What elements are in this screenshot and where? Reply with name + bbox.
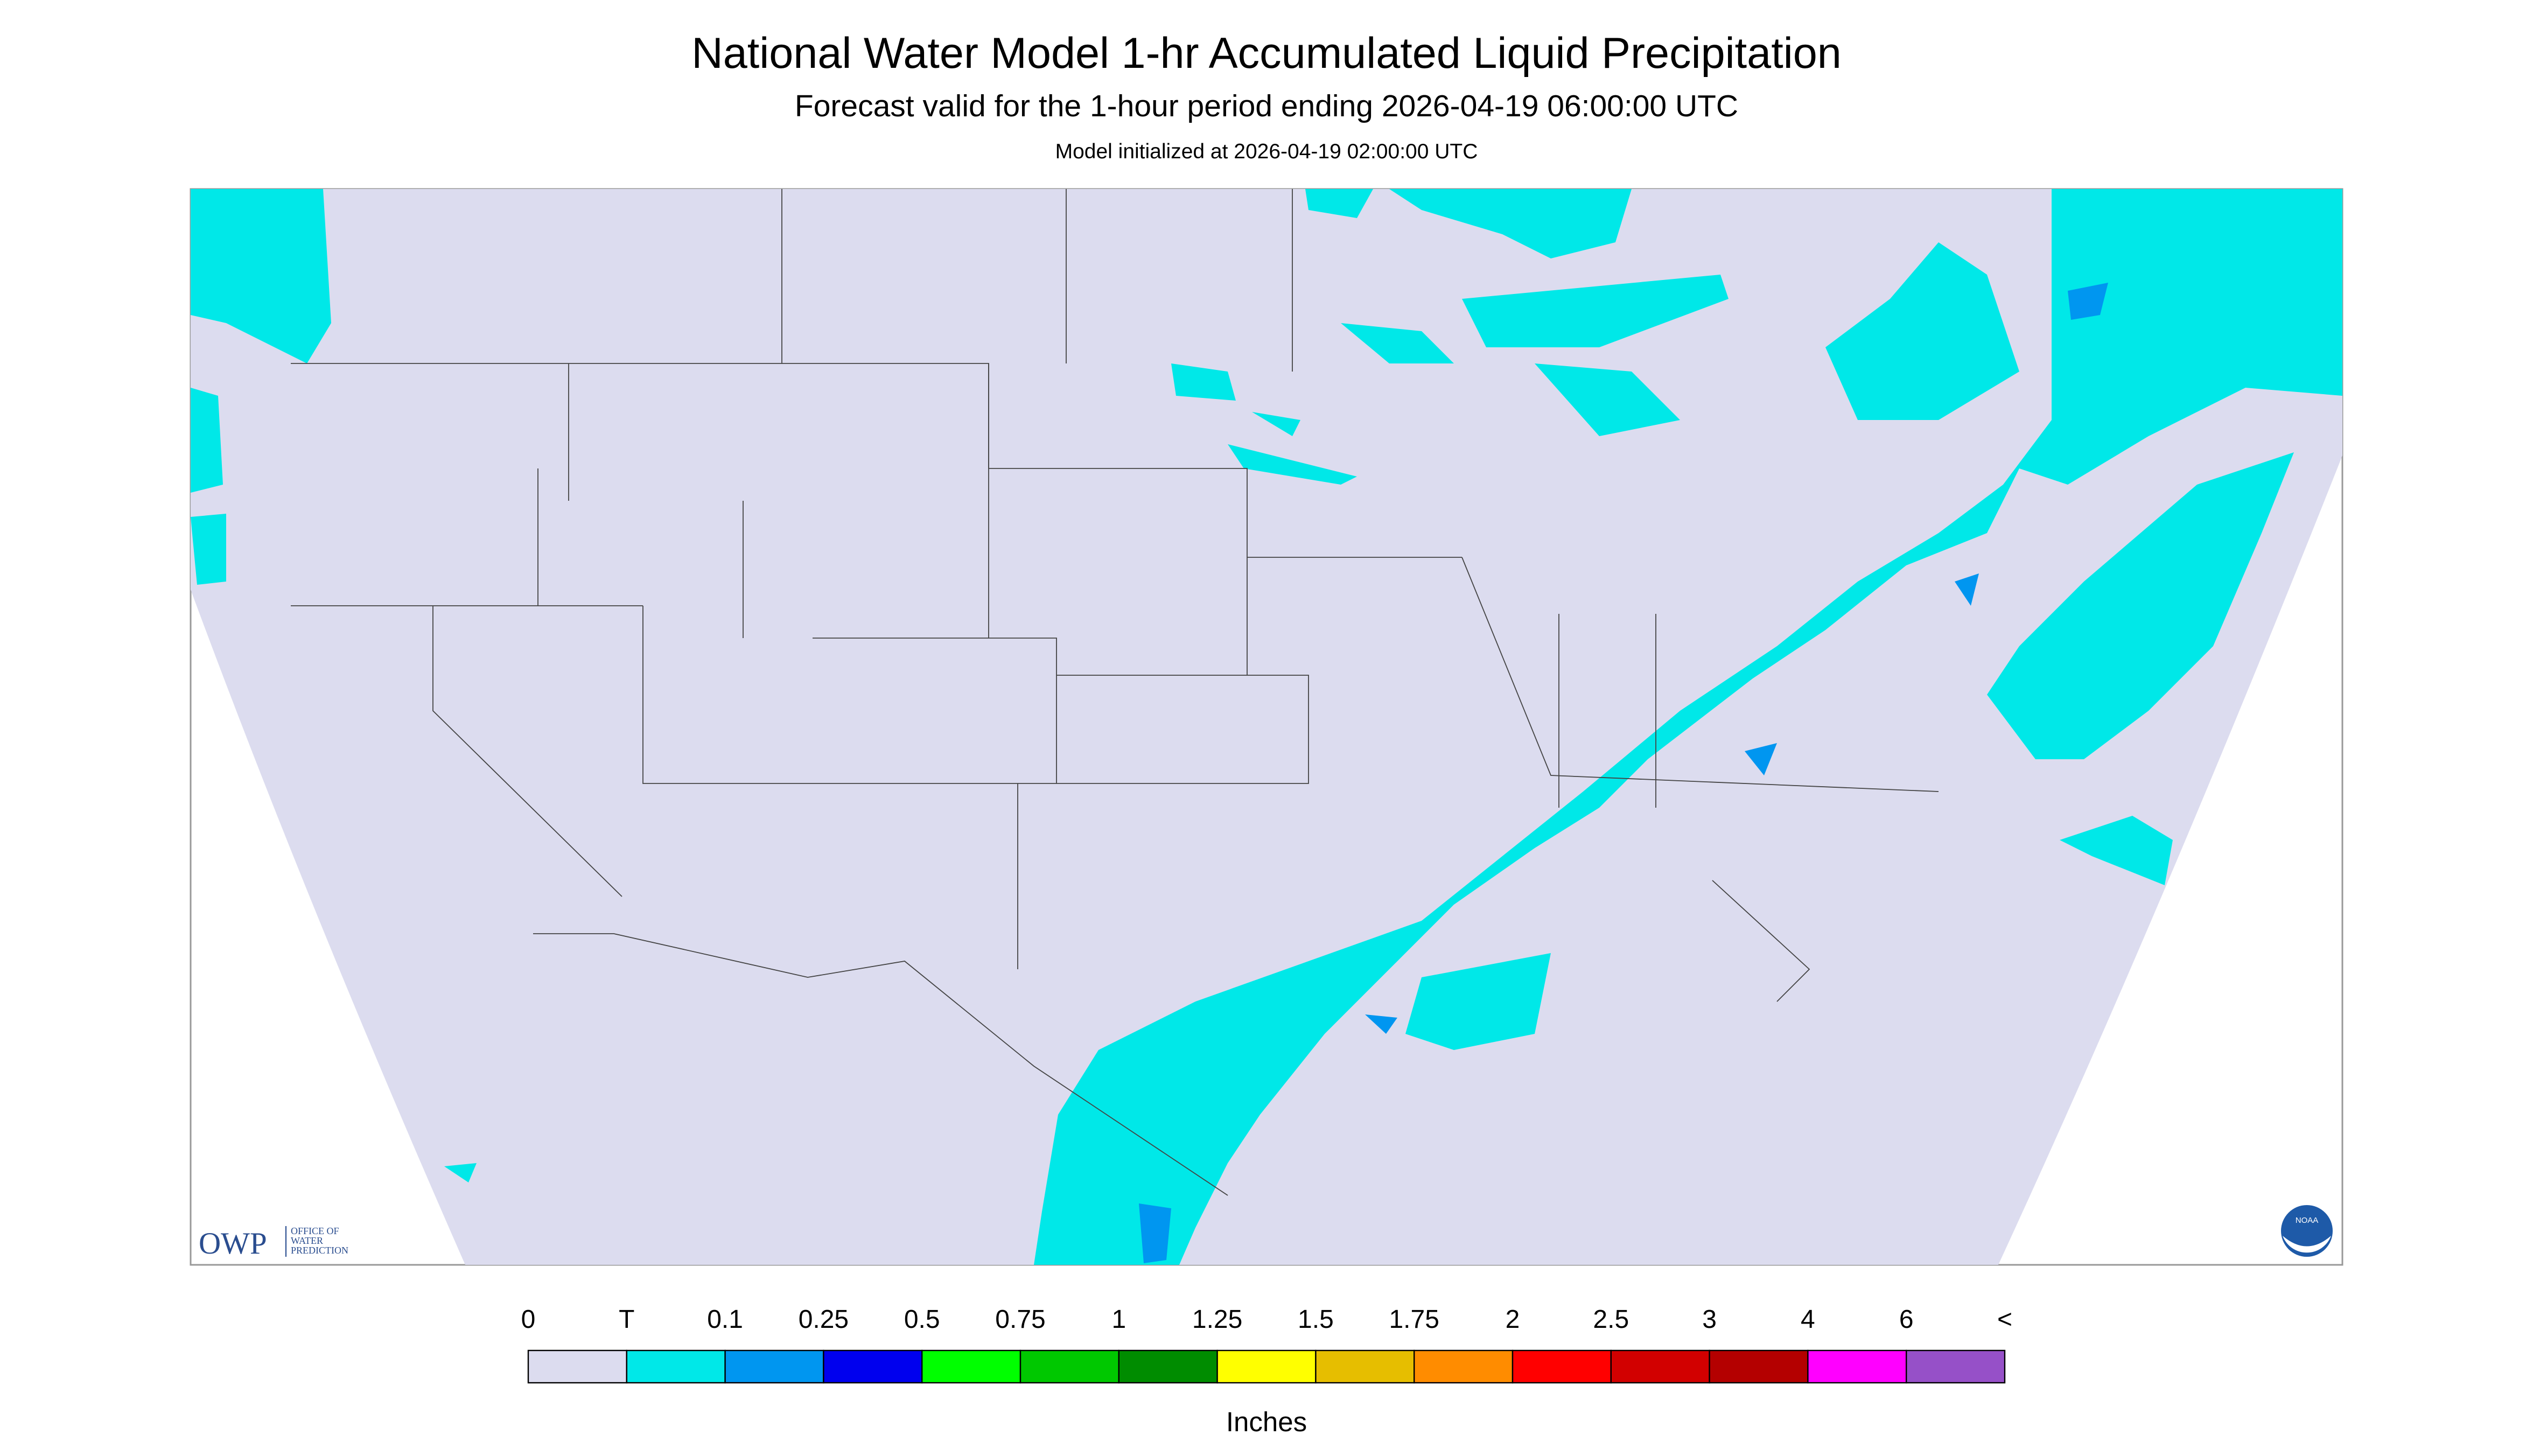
legend-swatch — [626, 1349, 726, 1384]
precip-heavy — [1139, 283, 2108, 1264]
owp-name: WATER — [291, 1235, 323, 1246]
subtitle: Forecast valid for the 1-hour period end… — [795, 89, 1738, 123]
legend-label: 4 — [1801, 1305, 1815, 1334]
legend-swatch — [1216, 1349, 1317, 1384]
legend-label: 2.5 — [1593, 1305, 1629, 1334]
precip-areas — [191, 189, 2342, 1265]
legend-label: 1 — [1111, 1305, 1126, 1334]
legend-label: < — [1997, 1305, 2012, 1334]
legend-swatch — [1414, 1349, 1514, 1384]
legend-label: 0.5 — [904, 1305, 940, 1334]
map-domain — [191, 189, 2342, 1265]
legend-label: 3 — [1702, 1305, 1717, 1334]
legend-swatch — [724, 1349, 824, 1384]
noaa-logo: NOAA — [2281, 1205, 2333, 1257]
map: OWP OFFICE OF WATER PREDICTION NOAA — [190, 188, 2343, 1266]
owp-text: OWP — [199, 1227, 267, 1261]
legend-label: 1.25 — [1192, 1305, 1242, 1334]
legend-swatch — [1709, 1349, 1809, 1384]
legend-label: 0.25 — [799, 1305, 849, 1334]
legend-swatch — [527, 1349, 628, 1384]
owp-name: OFFICE OF — [291, 1226, 339, 1236]
noaa-text: NOAA — [2296, 1216, 2319, 1225]
legend-swatch — [1019, 1349, 1120, 1384]
owp-name: PREDICTION — [291, 1245, 348, 1256]
legend-swatch — [1512, 1349, 1612, 1384]
legend-swatch — [1118, 1349, 1218, 1384]
legend-label: 0.1 — [707, 1305, 743, 1334]
legend-label: 0 — [521, 1305, 536, 1334]
legend-label: 0.75 — [995, 1305, 1045, 1334]
legend-swatch — [823, 1349, 923, 1384]
legend-label: 1.5 — [1298, 1305, 1334, 1334]
legend-swatch — [1905, 1349, 2006, 1384]
legend-label: 2 — [1506, 1305, 1520, 1334]
legend-swatch — [921, 1349, 1021, 1384]
title: National Water Model 1-hr Accumulated Li… — [691, 29, 1842, 78]
legend-swatch — [1610, 1349, 1710, 1384]
legend-units: Inches — [1226, 1406, 1307, 1437]
borders — [291, 189, 1939, 1196]
legend-label: T — [619, 1305, 634, 1334]
legend: Inches 0 T 0.1 0.25 0.5 0.75 1 1.25 1.5 1.75 2 2.5 3… — [521, 1305, 2012, 1437]
init-time: Model initialized at 2026-04-19 02:00:00… — [1055, 140, 1478, 163]
legend-swatch — [1807, 1349, 1907, 1384]
legend-swatch — [1315, 1349, 1415, 1384]
owp-logo: OWP OFFICE OF WATER PREDICTION — [199, 1226, 348, 1261]
legend-label: 1.75 — [1389, 1305, 1439, 1334]
legend-label: 6 — [1899, 1305, 1914, 1334]
